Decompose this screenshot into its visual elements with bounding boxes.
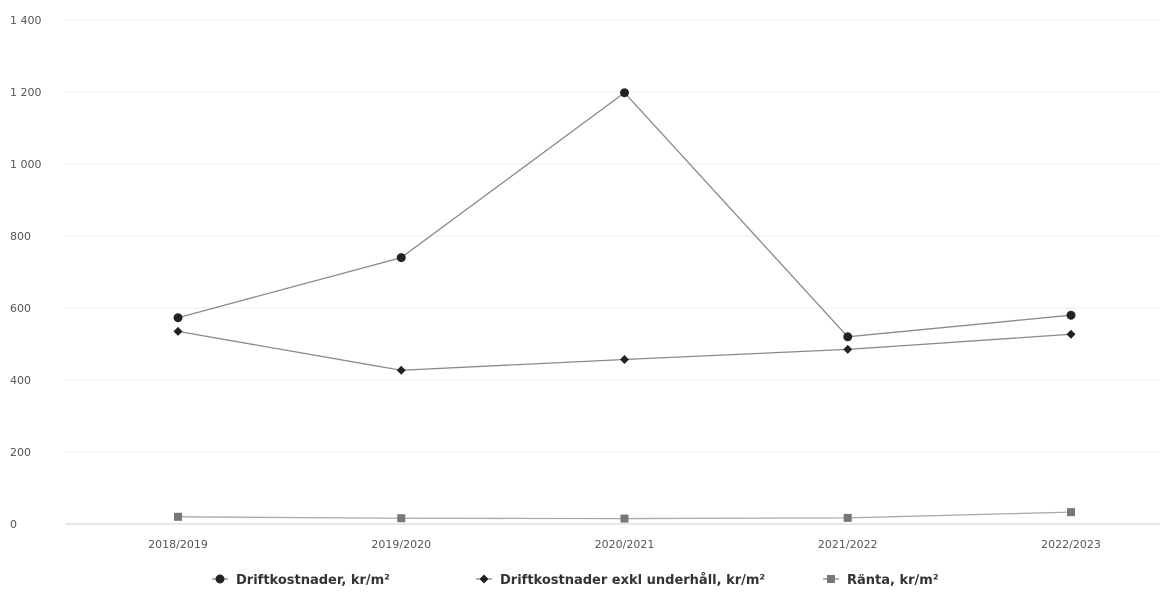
series-0 [173, 88, 1076, 342]
data-point [1066, 310, 1076, 320]
legend-item-0[interactable]: Driftkostnader, kr/m² [212, 573, 390, 588]
y-tick-label: 0 [10, 518, 17, 531]
legend-label: Driftkostnader, kr/m² [236, 573, 390, 588]
y-tick-label: 400 [10, 374, 31, 387]
x-tick-label: 2018/2019 [148, 538, 208, 551]
data-point [173, 326, 183, 336]
series-2 [174, 508, 1075, 523]
series-1 [173, 326, 1076, 375]
data-point [620, 354, 629, 364]
y-tick-label: 1 400 [10, 14, 42, 27]
legend[interactable]: Driftkostnader, kr/m² Driftkostnader exkl… [212, 573, 939, 588]
series-layer [173, 88, 1076, 523]
data-point [620, 514, 629, 523]
legend-marker [215, 574, 225, 584]
legend-item-1[interactable]: Driftkostnader exkl underhåll, kr/m² [476, 573, 765, 588]
data-point [843, 513, 852, 522]
y-tick-label: 600 [10, 302, 31, 315]
data-point [620, 88, 629, 98]
data-point [1066, 329, 1076, 339]
y-tick-label: 1 000 [10, 158, 42, 171]
data-point [843, 344, 853, 354]
legend-item-2[interactable]: Ränta, kr/m² [823, 573, 939, 588]
data-point [1067, 508, 1075, 517]
x-tick-label: 2020/2021 [595, 538, 655, 551]
legend-marker [827, 575, 835, 583]
legend-label: Ränta, kr/m² [847, 573, 939, 588]
y-axis: 0 200 400 600 800 1 000 1 200 1 400 [10, 14, 42, 531]
data-point [396, 253, 406, 263]
legend-label: Driftkostnader exkl underhåll, kr/m² [500, 573, 765, 588]
series-line [177, 330, 1072, 371]
y-tick-label: 1 200 [10, 86, 42, 99]
data-point [843, 332, 853, 342]
x-tick-label: 2019/2020 [371, 538, 431, 551]
gridlines [65, 19, 1160, 525]
x-tick-label: 2022/2023 [1041, 538, 1101, 551]
data-point [396, 365, 406, 375]
series-line [177, 91, 1072, 338]
data-point [397, 514, 406, 523]
y-tick-label: 800 [10, 230, 31, 243]
y-tick-label: 200 [10, 446, 31, 459]
legend-marker [479, 574, 489, 584]
data-point [174, 512, 182, 521]
x-axis: 2018/2019 2019/2020 2020/2021 2021/2022 2022… [148, 538, 1101, 551]
data-point [173, 313, 183, 323]
x-tick-label: 2021/2022 [818, 538, 878, 551]
